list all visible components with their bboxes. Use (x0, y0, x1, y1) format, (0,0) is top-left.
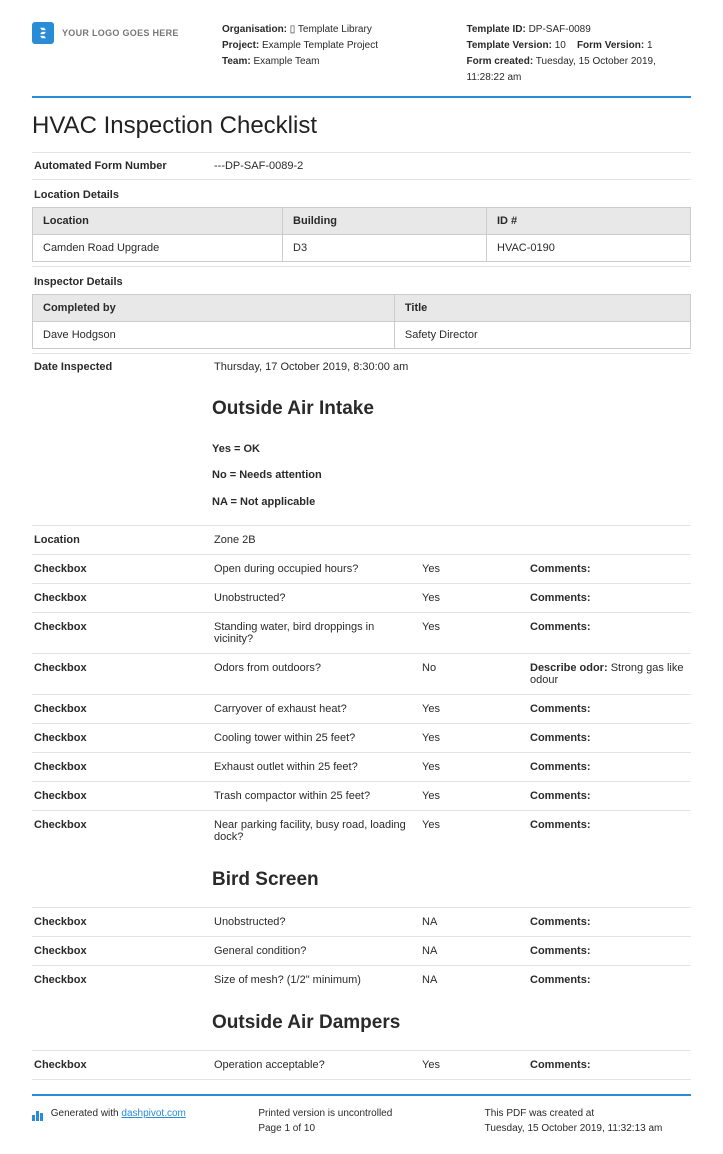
checkbox-label: Checkbox (34, 703, 206, 715)
question-text: Exhaust outlet within 25 feet? (214, 761, 414, 773)
page-title: HVAC Inspection Checklist (32, 112, 691, 140)
checklist-row: Checkbox Operation acceptable? Yes Comments… (32, 1050, 691, 1079)
checklist-row: Checkbox Trash compactor within 25 feet? Y… (32, 781, 691, 810)
footer-generated: Generated with dashpivot.com (32, 1106, 238, 1136)
question-text: Open during occupied hours? (214, 563, 414, 575)
checklist-row: Checkbox Cooling tower within 25 feet? Yes… (32, 723, 691, 752)
footer-created: This PDF was created at Tuesday, 15 Octo… (485, 1106, 691, 1136)
checkbox-label: Checkbox (34, 819, 206, 843)
comment-text: Comments: (530, 592, 689, 604)
checklist-row: Checkbox Size of mesh? (1/2" minimum) NA Co… (32, 965, 691, 994)
question-text: Trash compactor within 25 feet? (214, 790, 414, 802)
comment-text: Describe odor: Strong gas like odour (530, 662, 689, 686)
answer-value: Yes (422, 563, 522, 575)
legend: Yes = OK No = Needs attention NA = Not a… (32, 436, 691, 515)
comment-text: Comments: (530, 621, 689, 645)
checkbox-label: Checkbox (34, 662, 206, 686)
checklist-row: Checkbox Odors from outdoors? No Describe o… (32, 653, 691, 694)
answer-value: NA (422, 974, 522, 986)
logo-icon (32, 22, 54, 44)
question-text: Odors from outdoors? (214, 662, 414, 686)
section-outside-air-intake: Outside Air Intake (32, 398, 691, 420)
checklist-row: Checkbox Unobstructed? Yes Comments: (32, 583, 691, 612)
logo-block: YOUR LOGO GOES HERE (32, 22, 202, 44)
question-text: Unobstructed? (214, 592, 414, 604)
comment-text: Comments: (530, 761, 689, 773)
question-text: Size of mesh? (1/2" minimum) (214, 974, 414, 986)
question-text: Operation acceptable? (214, 1059, 414, 1071)
question-text: Carryover of exhaust heat? (214, 703, 414, 715)
answer-value: Yes (422, 1059, 522, 1071)
checkbox-label: Checkbox (34, 621, 206, 645)
checklist-row: Checkbox Exhaust outlet within 25 feet? Ye… (32, 752, 691, 781)
comment-text: Comments: (530, 819, 689, 843)
answer-value: NA (422, 945, 522, 957)
document-header: YOUR LOGO GOES HERE Organisation: ▯ Temp… (32, 22, 691, 98)
footer-uncontrolled: Printed version is uncontrolled Page 1 o… (258, 1106, 464, 1136)
question-text: Cooling tower within 25 feet? (214, 732, 414, 744)
section-bird-screen: Bird Screen (32, 869, 691, 891)
checklist-row: Checkbox Unobstructed? NA Comments: (32, 907, 691, 936)
location-details-heading: Location Details (32, 179, 691, 207)
comment-text: Comments: (530, 790, 689, 802)
comment-text: Comments: (530, 1059, 689, 1071)
chart-icon (32, 1106, 44, 1121)
question-text: Standing water, bird droppings in vicini… (214, 621, 414, 645)
meta-left: Organisation: ▯ Template Library Project… (222, 22, 447, 70)
answer-value: Yes (422, 761, 522, 773)
answer-value: Yes (422, 592, 522, 604)
checkbox-label: Checkbox (34, 790, 206, 802)
checklist-row: Checkbox Near parking facility, busy road… (32, 810, 691, 851)
checklist-row: Checkbox Carryover of exhaust heat? Yes Com… (32, 694, 691, 723)
checkbox-label: Checkbox (34, 563, 206, 575)
date-inspected-row: Date Inspected Thursday, 17 October 2019… (32, 353, 691, 380)
checkbox-label: Checkbox (34, 592, 206, 604)
comment-text: Comments: (530, 732, 689, 744)
checklist-row: Checkbox Standing water, bird droppings i… (32, 612, 691, 653)
answer-value: Yes (422, 621, 522, 645)
checkbox-label: Checkbox (34, 1059, 206, 1071)
form-number-row: Automated Form Number ---DP-SAF-0089-2 (32, 152, 691, 179)
checkbox-label: Checkbox (34, 761, 206, 773)
comment-text: Comments: (530, 945, 689, 957)
checkbox-label: Checkbox (34, 916, 206, 928)
location-table: Location Building ID # Camden Road Upgra… (32, 207, 691, 262)
comment-text: Comments: (530, 974, 689, 986)
answer-value: Yes (422, 790, 522, 802)
question-text: Unobstructed? (214, 916, 414, 928)
question-text: Near parking facility, busy road, loadin… (214, 819, 414, 843)
answer-value: No (422, 662, 522, 686)
comment-text: Comments: (530, 916, 689, 928)
checklist-row: Checkbox General condition? NA Comments: (32, 936, 691, 965)
inspector-details-heading: Inspector Details (32, 266, 691, 294)
checkbox-label: Checkbox (34, 945, 206, 957)
question-text: General condition? (214, 945, 414, 957)
answer-value: NA (422, 916, 522, 928)
answer-value: Yes (422, 732, 522, 744)
meta-right: Template ID: DP-SAF-0089 Template Versio… (467, 22, 692, 86)
answer-value: Yes (422, 819, 522, 843)
inspector-table: Completed by Title Dave Hodgson Safety D… (32, 294, 691, 349)
section-outside-air-dampers: Outside Air Dampers (32, 1012, 691, 1034)
dashpivot-link[interactable]: dashpivot.com (121, 1108, 185, 1119)
checklist-row: Checkbox Open during occupied hours? Yes Co… (32, 554, 691, 583)
comment-text: Comments: (530, 563, 689, 575)
intake-location-row: Location Zone 2B (32, 525, 691, 554)
logo-text: YOUR LOGO GOES HERE (62, 28, 179, 38)
checkbox-label: Checkbox (34, 732, 206, 744)
comment-text: Comments: (530, 703, 689, 715)
checkbox-label: Checkbox (34, 974, 206, 986)
answer-value: Yes (422, 703, 522, 715)
document-footer: Generated with dashpivot.com Printed ver… (32, 1094, 691, 1136)
